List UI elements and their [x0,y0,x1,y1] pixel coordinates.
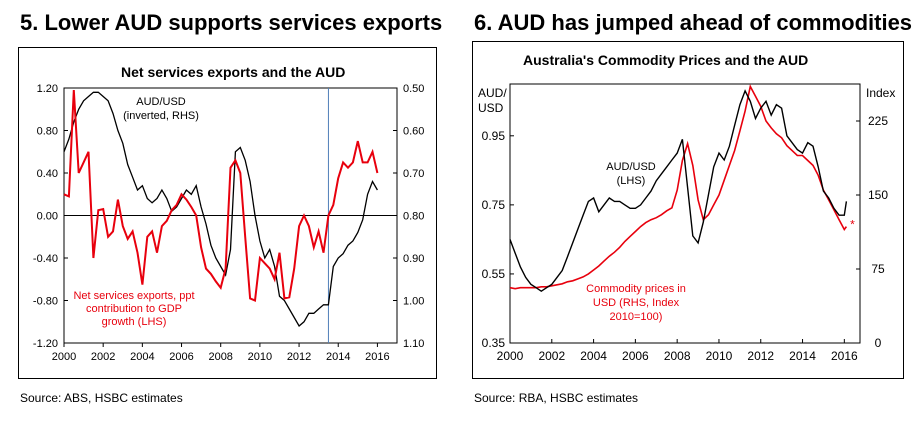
chart-1-x-tick-label: 2010 [248,351,272,363]
chart-1-left-tick-label: -1.20 [33,338,58,350]
chart-1-left-tick-label: 0.40 [37,168,58,180]
chart-1-right-tick-label: 1.00 [403,296,424,308]
chart-1-net-services-label: Net services exports, ppt [73,290,194,302]
chart-1-left-tick-label: -0.80 [33,296,58,308]
chart-1-x-tick-label: 2008 [208,351,232,363]
chart-1-aud-label: AUD/USD [136,96,186,108]
chart-2-right-tick-label: 0 [875,336,882,350]
chart-2-x-tick-label: 2004 [580,349,607,363]
chart-2-left-tick-label: 0.55 [482,267,506,281]
chart-1-frame [18,47,437,379]
chart-2-left-tick-label: 0.75 [482,198,506,212]
chart-1-x-tick-label: 2002 [91,351,115,363]
series-aud-usd-line [509,89,848,293]
chart-2-title: Australia's Commodity Prices and the AUD [523,52,809,68]
chart-1-x-tick-label: 2016 [365,351,389,363]
panel-1-heading: 5. Lower AUD supports services exports [20,10,443,35]
chart-2-x-tick-label: 2008 [664,349,691,363]
chart-2-left-tick-label: 0.95 [482,129,506,143]
chart-1-x-tick-label: 2004 [130,351,154,363]
series-net-services-exports-line [63,90,379,302]
chart-1-x-tick-label: 2006 [169,351,193,363]
chart-1-left-tick-label: 1.20 [37,83,58,95]
chart-1-net-services-label: contribution to GDP [86,303,182,315]
chart-1-left-tick-label: 0.00 [37,211,58,223]
chart-1-left-tick-label: -0.40 [33,253,58,265]
chart-2-commodity-label: USD (RHS, Index [593,297,680,309]
chart-2-right-tick-label: 150 [868,188,888,202]
chart-2-right-tick-label: 225 [868,114,888,128]
chart-2-left-axis-label: USD [478,101,504,115]
chart-1-right-tick-label: 0.60 [403,126,424,138]
series-commodity-prices-line [509,84,848,290]
chart-2-x-tick-label: 2006 [622,349,649,363]
chart-2-x-tick-label: 2014 [789,349,816,363]
chart-2-left-axis-label: AUD/ [478,86,507,100]
chart-1-source: Source: ABS, HSBC estimates [20,391,183,405]
chart-2-x-tick-label: 2002 [538,349,565,363]
chart-1-x-tick-label: 2014 [326,351,350,363]
chart-1-right-tick-label: 0.50 [403,83,424,95]
chart-2-commodity-label: Commodity prices in [586,283,686,295]
chart-2-x-tick-label: 2000 [497,349,524,363]
chart-1-left-tick-label: 0.80 [37,126,58,138]
chart-2-plot-area [509,83,861,344]
chart-1-x-tick-label: 2012 [287,351,311,363]
chart-2-left-tick-label: 0.35 [482,336,506,350]
chart-1-right-tick-label: 0.90 [403,253,424,265]
series-aud-usd-inverted-line [63,91,378,328]
panel-2-heading: 6. AUD has jumped ahead of commodities [474,10,913,35]
chart-1-aud-label: (inverted, RHS) [123,110,199,122]
chart-2-aud-label: AUD/USD [606,161,656,173]
chart-1-net-services-label: growth (LHS) [102,316,167,328]
chart-1-title: Net services exports and the AUD [121,64,346,80]
chart-2-right-axis-label: Index [866,86,895,100]
chart-1-right-tick-label: 0.80 [403,211,424,223]
chart-1-x-tick-label: 2000 [52,351,76,363]
chart-2-source: Source: RBA, HSBC estimates [474,391,639,405]
chart-2-commodity-label: 2010=100) [610,311,663,323]
chart-1-right-tick-label: 0.70 [403,168,424,180]
chart-2-aud-label: (LHS) [617,175,646,187]
chart-2-commodity-last-marker: * [850,218,855,232]
chart-2-x-tick-label: 2010 [706,349,733,363]
chart-2-x-tick-label: 2016 [831,349,858,363]
chart-2-frame [472,41,904,379]
chart-1-right-tick-label: 1.10 [403,338,424,350]
chart-2-right-tick-label: 75 [871,262,885,276]
chart-2-x-tick-label: 2012 [747,349,774,363]
